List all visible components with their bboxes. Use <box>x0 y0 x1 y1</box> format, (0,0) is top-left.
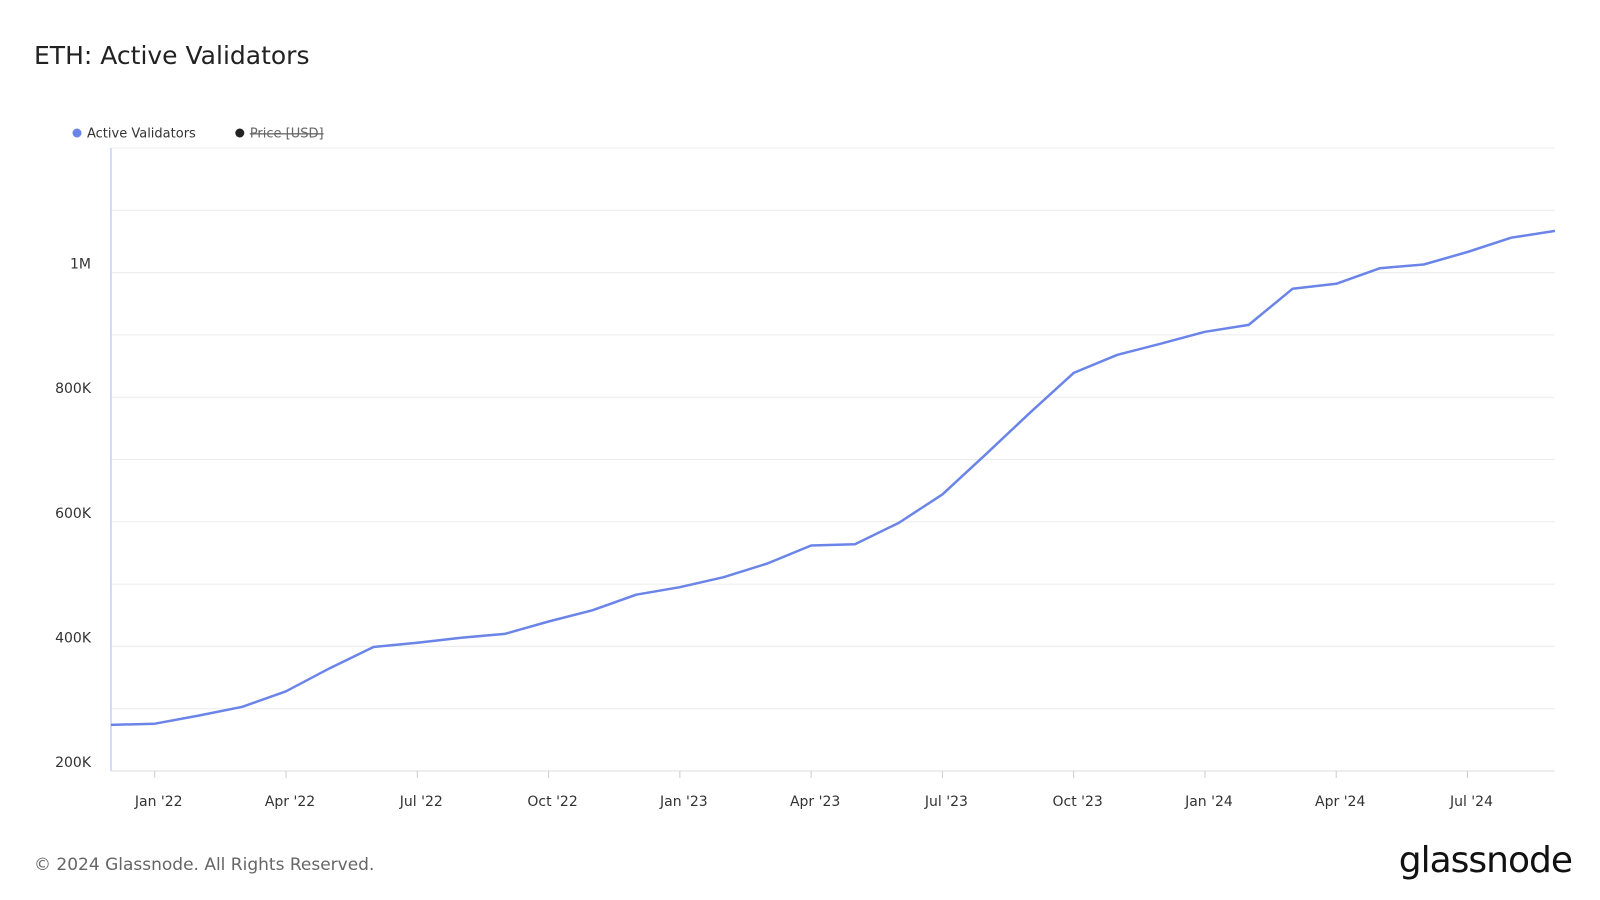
footer: © 2024 Glassnode. All Rights Reserved. <box>34 855 374 875</box>
x-tick-label: Oct '23 <box>1053 794 1103 810</box>
legend-label: Price [USD] <box>250 127 324 142</box>
y-tick-label: 1M <box>70 257 91 273</box>
x-tick-label: Jan '22 <box>134 794 183 810</box>
x-tick-label: Jan '23 <box>659 794 708 810</box>
data-line <box>110 229 1556 727</box>
chart-title: ETH: Active Validators <box>34 41 309 70</box>
brand-logo: glassnode <box>1399 840 1572 881</box>
x-tick-label: Jul '22 <box>399 794 443 810</box>
x-tick-label: Apr '24 <box>1315 794 1365 810</box>
x-tick-label: Jul '23 <box>924 794 968 810</box>
y-tick-label: 400K <box>55 630 92 646</box>
legend-marker <box>72 128 82 138</box>
x-tick-label: Apr '22 <box>265 794 315 810</box>
x-tick-label: Jan '24 <box>1184 794 1233 810</box>
legend-label: Active Validators <box>87 127 196 142</box>
y-tick-label: 600K <box>55 506 92 522</box>
x-tick-label: Jul '24 <box>1449 794 1493 810</box>
x-tick-label: Oct '22 <box>527 794 577 810</box>
y-tick-label: 200K <box>55 755 92 771</box>
y-tick-label: 800K <box>55 381 92 397</box>
legend-marker <box>235 128 245 138</box>
x-tick-label: Apr '23 <box>790 794 840 810</box>
